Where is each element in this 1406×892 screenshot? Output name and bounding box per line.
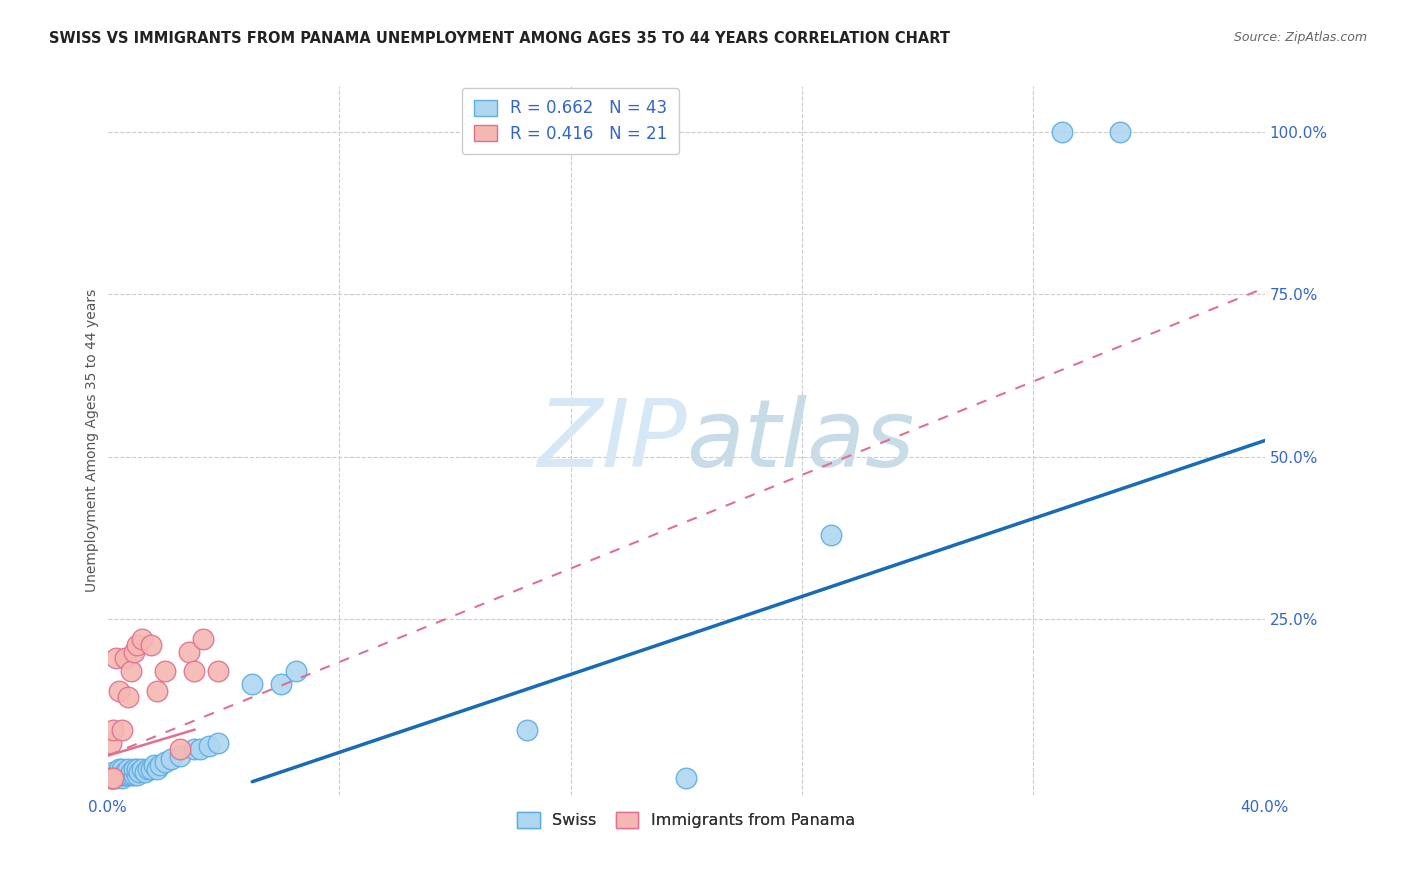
Point — [146, 683, 169, 698]
Point — [136, 762, 159, 776]
Y-axis label: Unemployment Among Ages 35 to 44 years: Unemployment Among Ages 35 to 44 years — [86, 289, 100, 592]
Point — [125, 762, 148, 776]
Point — [111, 768, 134, 782]
Point — [284, 664, 307, 678]
Point — [103, 772, 125, 786]
Point — [128, 764, 150, 779]
Point — [183, 742, 205, 756]
Point — [120, 664, 142, 678]
Text: ZIP: ZIP — [537, 395, 686, 486]
Point — [146, 762, 169, 776]
Point — [120, 768, 142, 782]
Point — [188, 742, 211, 756]
Point — [111, 762, 134, 776]
Point — [103, 764, 125, 779]
Point — [169, 742, 191, 756]
Point — [122, 645, 145, 659]
Point — [100, 772, 122, 786]
Text: atlas: atlas — [686, 395, 914, 486]
Point — [240, 677, 263, 691]
Point — [675, 772, 697, 786]
Point — [117, 768, 139, 782]
Point — [111, 723, 134, 737]
Point — [114, 768, 136, 782]
Point — [108, 768, 131, 782]
Point — [142, 758, 165, 772]
Point — [155, 664, 177, 678]
Point — [117, 762, 139, 776]
Point — [516, 723, 538, 737]
Point — [125, 638, 148, 652]
Legend: Swiss, Immigrants from Panama: Swiss, Immigrants from Panama — [509, 805, 863, 837]
Point — [139, 762, 162, 776]
Point — [103, 723, 125, 737]
Point — [111, 772, 134, 786]
Point — [131, 632, 153, 646]
Point — [207, 664, 229, 678]
Point — [270, 677, 292, 691]
Point — [820, 528, 842, 542]
Point — [155, 755, 177, 769]
Point — [100, 768, 122, 782]
Point — [139, 638, 162, 652]
Text: Source: ZipAtlas.com: Source: ZipAtlas.com — [1233, 31, 1367, 45]
Text: SWISS VS IMMIGRANTS FROM PANAMA UNEMPLOYMENT AMONG AGES 35 TO 44 YEARS CORRELATI: SWISS VS IMMIGRANTS FROM PANAMA UNEMPLOY… — [49, 31, 950, 46]
Point — [114, 764, 136, 779]
Point — [105, 651, 128, 665]
Point — [131, 762, 153, 776]
Point — [1052, 125, 1074, 139]
Point — [191, 632, 214, 646]
Point — [100, 736, 122, 750]
Point — [149, 758, 172, 772]
Point — [120, 764, 142, 779]
Point — [177, 645, 200, 659]
Point — [100, 772, 122, 786]
Point — [122, 762, 145, 776]
Point — [105, 768, 128, 782]
Point — [122, 768, 145, 782]
Point — [198, 739, 221, 753]
Point — [1109, 125, 1132, 139]
Point — [169, 748, 191, 763]
Point — [105, 772, 128, 786]
Point — [125, 768, 148, 782]
Point — [108, 762, 131, 776]
Point — [207, 736, 229, 750]
Point — [108, 683, 131, 698]
Point — [114, 651, 136, 665]
Point — [183, 664, 205, 678]
Point — [134, 764, 156, 779]
Point — [117, 690, 139, 705]
Point — [103, 772, 125, 786]
Point — [160, 752, 183, 766]
